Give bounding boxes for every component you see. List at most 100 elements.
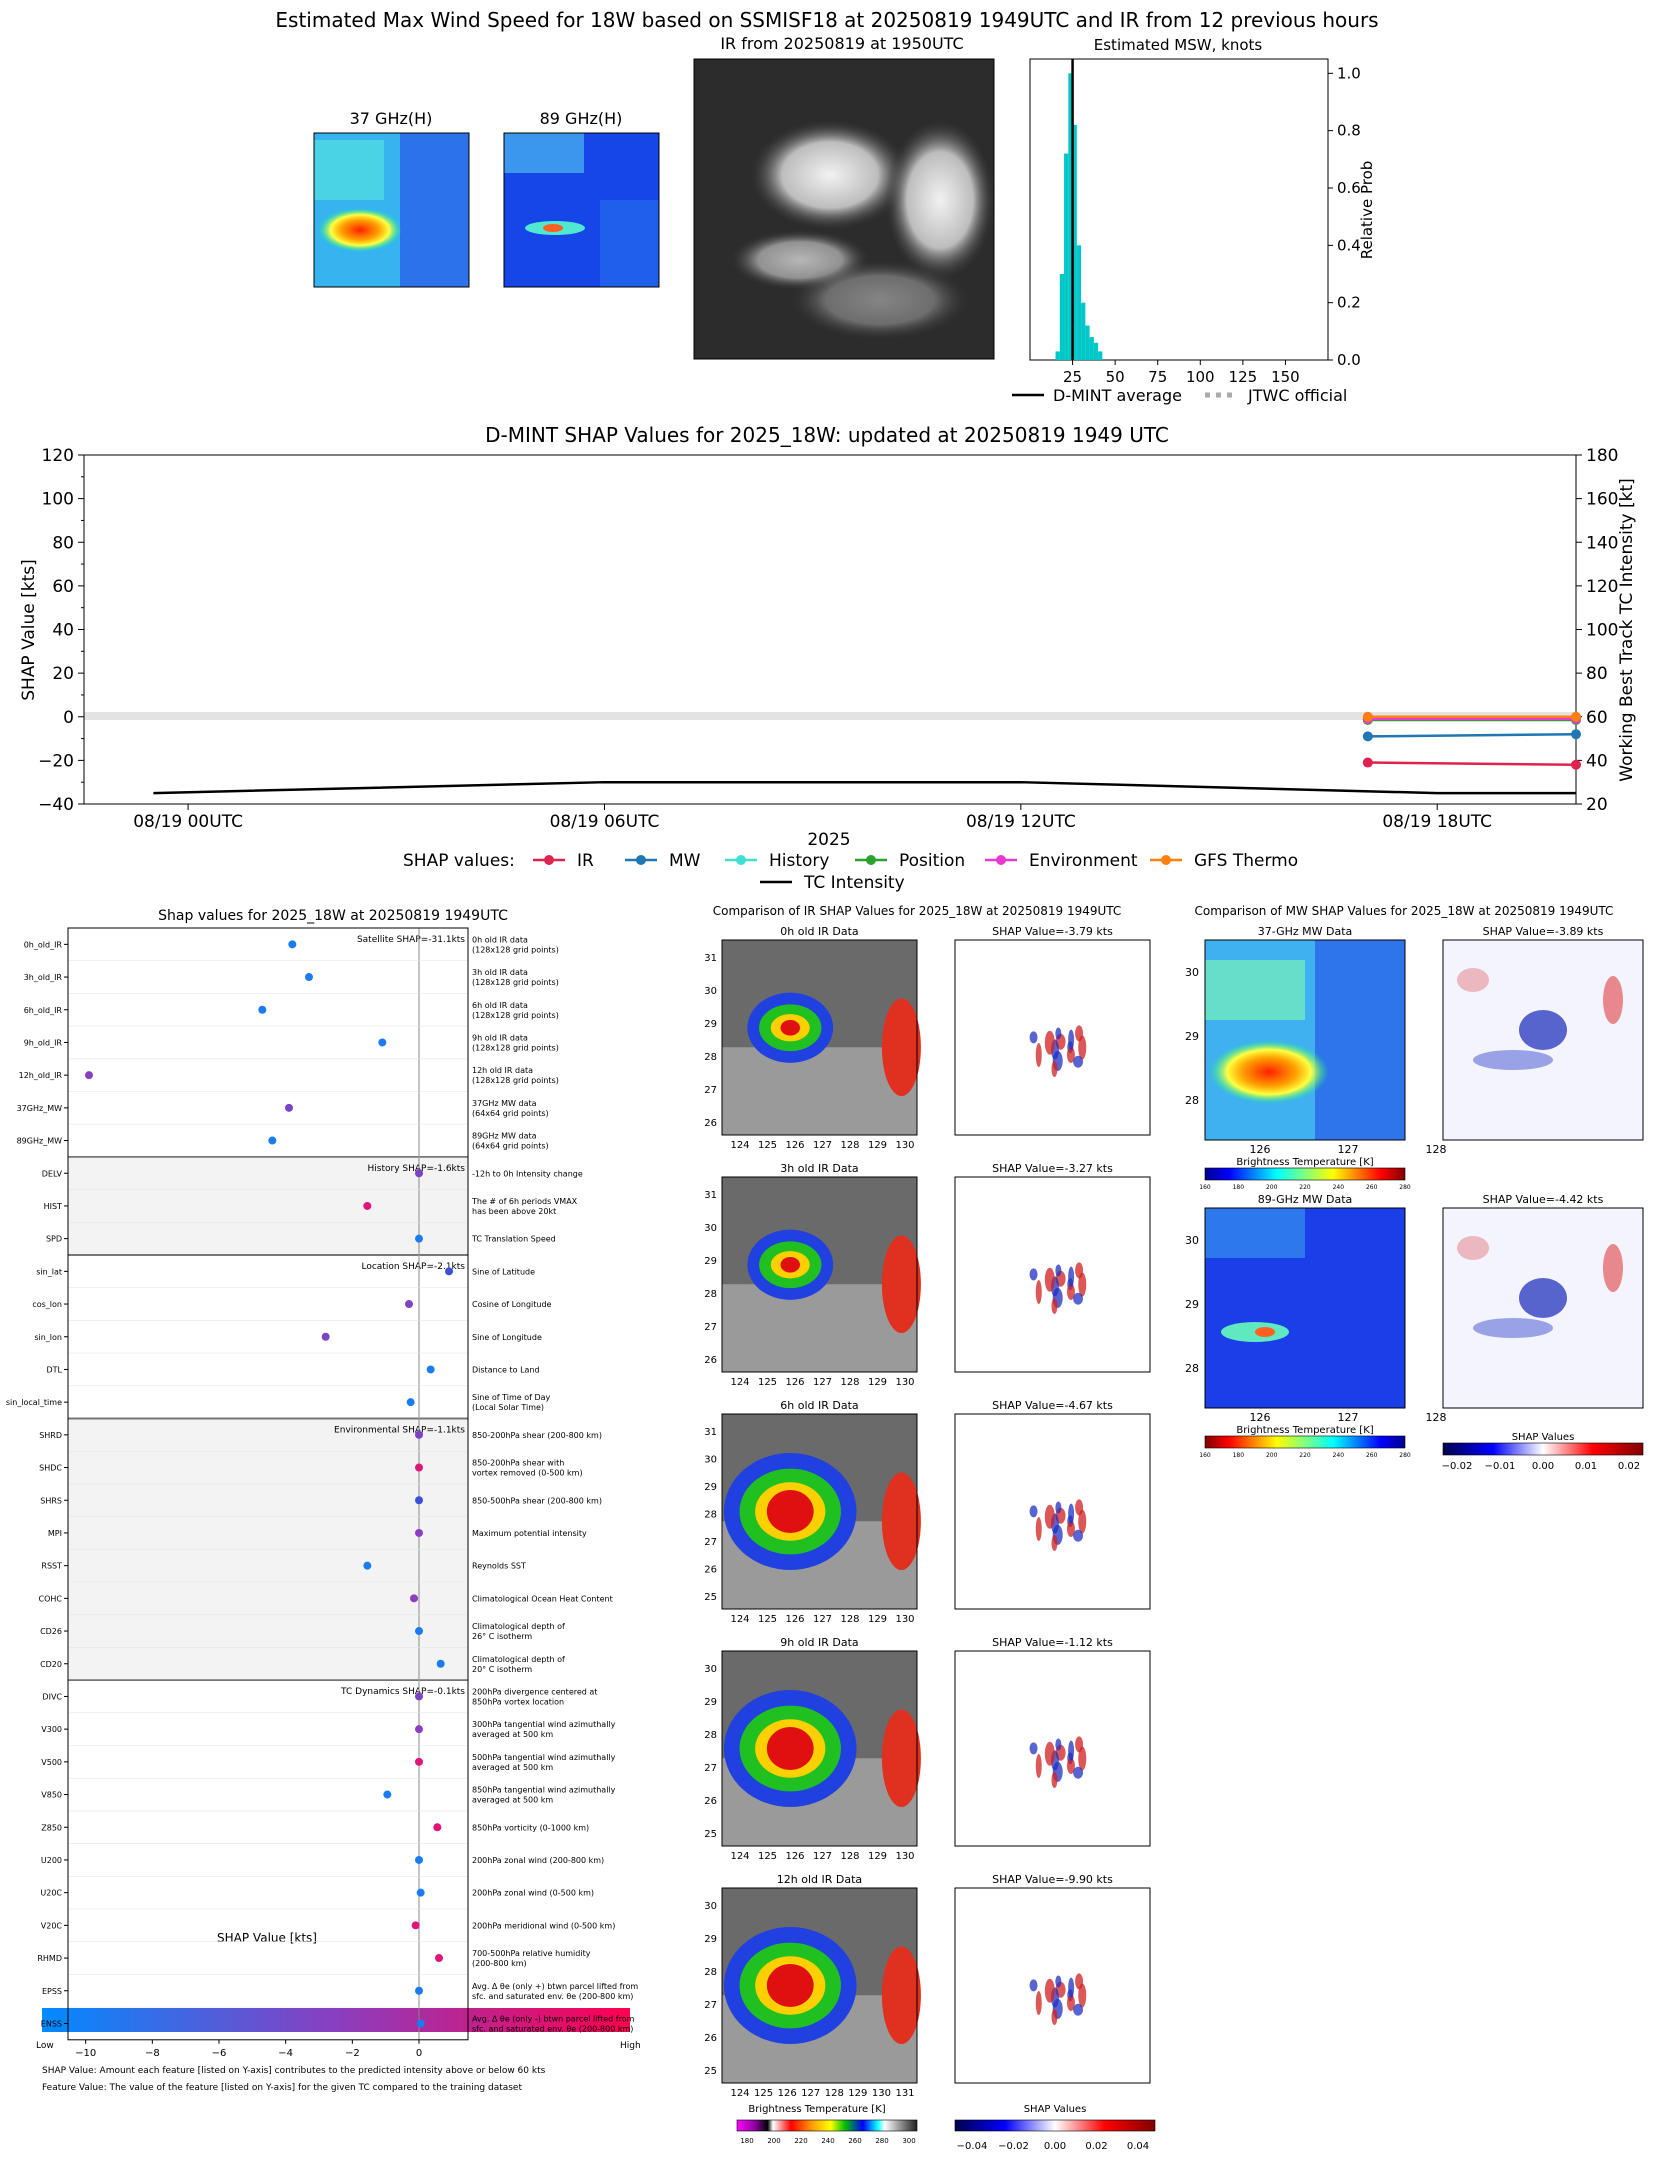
list-feature-name: 37GHz_MW bbox=[17, 1104, 62, 1113]
ir-ytick-label: 31 bbox=[704, 1190, 717, 1201]
list-shap-point bbox=[416, 2019, 425, 2028]
ir-xtick-label: 124 bbox=[730, 1140, 749, 1151]
hist-bar bbox=[1068, 73, 1073, 360]
ts-ytick-right-label: 180 bbox=[1586, 446, 1618, 466]
ir-shap-blob bbox=[1068, 1266, 1075, 1287]
mw-xtick-label: 128 bbox=[1426, 1411, 1447, 1424]
ir-xtick-label: 129 bbox=[868, 1851, 887, 1862]
ir-shap-blob bbox=[1029, 1505, 1038, 1518]
ir-xtick-label: 131 bbox=[895, 2088, 914, 2099]
list-feature-name: SHDC bbox=[39, 1464, 62, 1473]
mw-ytick-label: 29 bbox=[1185, 1298, 1199, 1311]
ir-xtick-label: 125 bbox=[758, 1140, 777, 1151]
ir-shap-blob bbox=[1073, 1055, 1084, 1068]
ir-xtick-label: 129 bbox=[868, 1140, 887, 1151]
hist-ytick-label: 0.8 bbox=[1337, 122, 1361, 140]
list-feature-desc: (Local Solar Time) bbox=[472, 1403, 544, 1412]
hist-bar bbox=[1059, 274, 1065, 360]
ts-legend-marker bbox=[866, 855, 876, 865]
ir-xtick-label: 130 bbox=[872, 2088, 891, 2099]
list-feature-desc: Sine of Latitude bbox=[472, 1267, 535, 1276]
ts-legend-marker bbox=[636, 855, 646, 865]
list-feature-desc: 9h old IR data bbox=[472, 1033, 528, 1042]
mw-shap-colorbar-label: SHAP Values bbox=[1512, 1432, 1575, 1443]
ir-xtick-label: 126 bbox=[785, 1851, 804, 1862]
ts-ytick-left-label: 20 bbox=[52, 664, 74, 684]
list-shap-point bbox=[415, 1169, 423, 1178]
ir-xtick-label: 130 bbox=[895, 1140, 914, 1151]
ir-ytick-label: 26 bbox=[704, 1355, 717, 1366]
ts-ylabel-right: Working Best Track TC Intensity [kt] bbox=[1617, 478, 1637, 782]
hist-ytick-label: 1.0 bbox=[1337, 64, 1361, 82]
list-feature-desc: averaged at 500 km bbox=[472, 1796, 553, 1805]
ir-xtick-label: 130 bbox=[895, 1614, 914, 1625]
ir-ytick-label: 29 bbox=[704, 1934, 717, 1945]
list-feature-desc: Distance to Land bbox=[472, 1365, 540, 1374]
ir-comp-title: Comparison of IR SHAP Values for 2025_18… bbox=[713, 904, 1122, 918]
ts-xlabel: 2025 bbox=[807, 830, 850, 850]
ts-xtick-label: 08/19 00UTC bbox=[133, 812, 243, 832]
hist-bar bbox=[1055, 351, 1060, 360]
ir-ytick-label: 30 bbox=[704, 1664, 717, 1675]
mw-shap-positive bbox=[1603, 976, 1623, 1024]
ir-xtick-label: 124 bbox=[730, 1851, 749, 1862]
ir-shap-blob bbox=[1068, 1977, 1075, 1998]
ts-ytick-left-label: 40 bbox=[52, 621, 74, 641]
ghz89-frame bbox=[503, 132, 660, 288]
list-feature-name: RSST bbox=[41, 1562, 62, 1571]
mw-shap-colorbar-tick: 0.00 bbox=[1532, 1461, 1554, 1472]
ts-ytick-left-label: 60 bbox=[52, 577, 74, 597]
mw-core bbox=[1255, 1327, 1275, 1337]
ts-ytick-left-label: 0 bbox=[63, 708, 74, 728]
ts-series-line bbox=[1367, 761, 1577, 766]
ir-shap-blob bbox=[1075, 1025, 1084, 1042]
ir-cloud-east bbox=[881, 998, 921, 1096]
list-feature-desc: Cosine of Longitude bbox=[472, 1300, 552, 1309]
ts-legend-tc-label: TC Intensity bbox=[803, 873, 905, 893]
ir-right-title: SHAP Value=-4.67 kts bbox=[992, 1399, 1113, 1412]
list-shap-point bbox=[415, 1627, 423, 1636]
list-feature-desc: (64x64 grid points) bbox=[472, 1142, 549, 1151]
list-shap-point bbox=[436, 1659, 445, 1668]
list-shap-point bbox=[321, 1332, 330, 1341]
mw-shap-negative-band bbox=[1473, 1050, 1553, 1070]
ir-shap-blob bbox=[1066, 1757, 1075, 1774]
ir-left-frame bbox=[721, 939, 918, 1136]
ts-ytick-left-label: 100 bbox=[42, 490, 74, 510]
mw-ytick-label: 28 bbox=[1185, 1362, 1199, 1375]
ghz37-warm-core bbox=[318, 208, 402, 252]
ir-xtick-label: 128 bbox=[840, 1377, 859, 1388]
list-feature-name: V20C bbox=[41, 1921, 63, 1930]
ir-shap-blob bbox=[1044, 1267, 1055, 1292]
mw-bt-colorbar-tick: 260 bbox=[1366, 1184, 1378, 1191]
ghz37-panel: 37 GHz(H) bbox=[313, 109, 470, 288]
list-feature-name: 3h_old_IR bbox=[24, 973, 63, 982]
list-feature-desc: Maximum potential intensity bbox=[472, 1529, 587, 1538]
mw-shap-colorbar-tick: 0.02 bbox=[1618, 1461, 1640, 1472]
mw-bt-colorbar-tick: 160 bbox=[1199, 1184, 1211, 1191]
hist-ytick-label: 0.6 bbox=[1337, 179, 1361, 197]
ir-xtick-label: 124 bbox=[730, 2088, 749, 2099]
mw-bt-colorbar-label: Brightness Temperature [K] bbox=[1236, 1157, 1373, 1168]
list-shap-point bbox=[285, 1103, 293, 1112]
ghz37-image-cyan bbox=[314, 140, 384, 200]
ir-shap-blob bbox=[1051, 1297, 1058, 1314]
ir-xtick-label: 128 bbox=[840, 1140, 859, 1151]
ir-left-title: 3h old IR Data bbox=[780, 1162, 858, 1175]
list-feature-name: 12h_old_IR bbox=[19, 1071, 63, 1080]
list-axes-frame bbox=[67, 927, 469, 2041]
mw-ytick-label: 30 bbox=[1185, 1234, 1199, 1247]
mw-bt-colorbar bbox=[1204, 1167, 1406, 1181]
list-feature-name: DIVC bbox=[42, 1692, 62, 1701]
ts-ytick-left-label: 80 bbox=[52, 533, 74, 553]
mw-ytick-label: 28 bbox=[1185, 1094, 1199, 1107]
mw-xtick-label: 126 bbox=[1250, 1411, 1271, 1424]
ts-series-point bbox=[1571, 759, 1581, 770]
ts-legend: SHAP values: TC Intensity IR MW History Pos… bbox=[403, 851, 1298, 893]
ir-panel: IR from 20250819 at 1950UTC bbox=[693, 34, 995, 360]
ir-cloud-4 bbox=[790, 260, 970, 340]
mw-shap-negative bbox=[1519, 1278, 1567, 1318]
list-feature-name: EPSS bbox=[42, 1987, 62, 1996]
list-feature-desc: (128x128 grid points) bbox=[472, 978, 559, 987]
list-shap-point bbox=[305, 973, 313, 982]
